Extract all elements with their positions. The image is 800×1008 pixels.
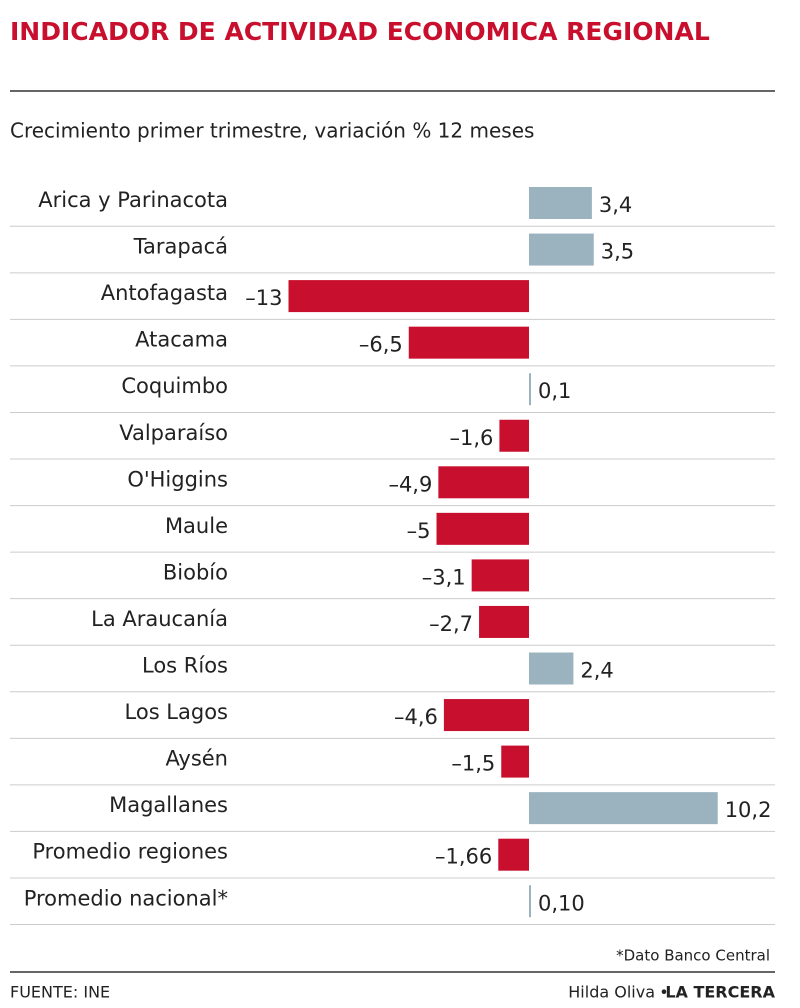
bar — [529, 373, 531, 406]
category-label: Aysén — [165, 747, 228, 771]
bar — [479, 605, 529, 638]
value-label: –6,5 — [359, 333, 403, 357]
value-label: –3,1 — [422, 565, 466, 589]
value-label: –4,6 — [394, 705, 438, 729]
value-label: –1,5 — [451, 752, 495, 776]
category-label: Promedio nacional* — [24, 886, 228, 910]
source: FUENTE: INE — [10, 983, 110, 1002]
category-label: Antofagasta — [101, 281, 228, 305]
value-label: 3,4 — [599, 193, 632, 217]
value-label: 0,1 — [538, 379, 571, 403]
value-label: –2,7 — [429, 612, 473, 636]
bar — [529, 792, 718, 825]
bar — [288, 280, 529, 313]
bar — [529, 187, 592, 219]
category-label: O'Higgins — [127, 467, 228, 491]
category-label: Biobío — [163, 560, 228, 584]
category-label: Atacama — [135, 328, 228, 352]
chart-title: INDICADOR DE ACTIVIDAD ECONOMICA REGIONA… — [10, 17, 710, 46]
bar — [498, 838, 529, 871]
value-label: –1,66 — [435, 845, 492, 869]
footnote: *Dato Banco Central — [616, 947, 770, 965]
bar — [408, 326, 529, 359]
category-label: La Araucanía — [91, 607, 228, 631]
bullet: • — [659, 983, 668, 1002]
value-label: –4,9 — [388, 472, 432, 496]
value-label: 0,10 — [538, 891, 585, 915]
value-label: 3,5 — [601, 240, 634, 264]
category-label: Magallanes — [109, 793, 228, 817]
bar — [438, 466, 529, 499]
category-label: Valparaíso — [119, 421, 228, 445]
bar — [443, 699, 529, 732]
category-label: Maule — [165, 514, 228, 538]
category-label: Los Ríos — [142, 654, 228, 678]
bar — [471, 559, 529, 592]
bar — [436, 512, 529, 545]
category-label: Coquimbo — [121, 374, 228, 398]
publisher: LA TERCERA — [665, 983, 775, 1002]
bar — [529, 885, 531, 918]
value-label: 10,2 — [725, 798, 772, 822]
category-label: Los Lagos — [125, 700, 228, 724]
value-label: –1,6 — [449, 426, 493, 450]
author: Hilda Oliva — [568, 983, 655, 1002]
category-label: Arica y Parinacota — [38, 188, 228, 212]
category-label: Promedio regiones — [32, 840, 228, 864]
bar — [529, 652, 574, 685]
category-label: Tarapacá — [133, 235, 228, 259]
value-label: 2,4 — [580, 659, 613, 683]
value-label: –5 — [407, 519, 431, 543]
bar — [501, 745, 529, 778]
bar — [499, 419, 529, 452]
value-label: –13 — [245, 286, 282, 310]
bar — [529, 233, 594, 266]
chart-subtitle: Crecimiento primer trimestre, variación … — [10, 119, 534, 143]
